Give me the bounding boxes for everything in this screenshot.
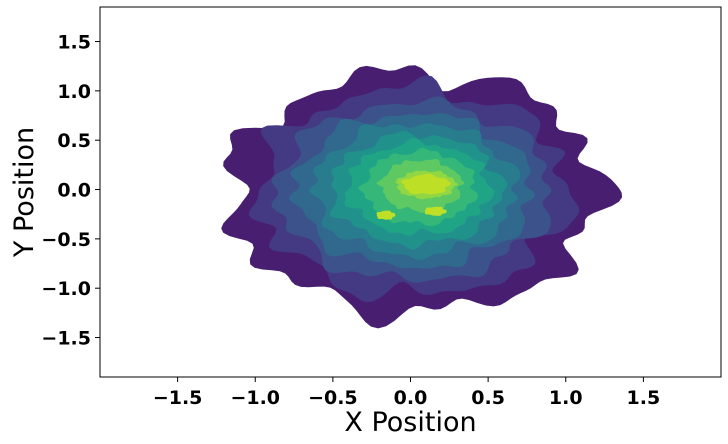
x-tick-label: −1.5	[153, 387, 203, 409]
y-axis-label: Y Position	[9, 127, 40, 258]
y-axis-ticks: −1.5 −1.0 −0.5 0.0 0.5 1.0 1.5	[41, 32, 100, 350]
y-tick-label: −1.5	[41, 328, 91, 350]
y-tick-label: −1.0	[41, 278, 91, 300]
x-tick-label: −1.0	[230, 387, 280, 409]
x-axis-ticks: −1.5 −1.0 −0.5 0.0 0.5 1.0 1.5	[153, 377, 660, 409]
x-axis-label: X Position	[344, 407, 476, 438]
peak-region	[376, 210, 396, 220]
contour-layer	[221, 65, 623, 329]
x-tick-label: −0.5	[308, 387, 358, 409]
y-tick-label: 1.5	[57, 32, 91, 54]
x-tick-label: 0.0	[394, 387, 428, 409]
peak-region	[424, 206, 447, 216]
x-tick-label: 1.5	[627, 387, 661, 409]
y-tick-label: 0.0	[57, 180, 91, 202]
x-tick-label: 0.5	[471, 387, 505, 409]
y-tick-label: 1.0	[57, 81, 91, 103]
y-tick-label: −0.5	[41, 229, 91, 251]
peak-region	[401, 173, 451, 195]
x-tick-label: 1.0	[549, 387, 583, 409]
y-tick-label: 0.5	[57, 130, 91, 152]
